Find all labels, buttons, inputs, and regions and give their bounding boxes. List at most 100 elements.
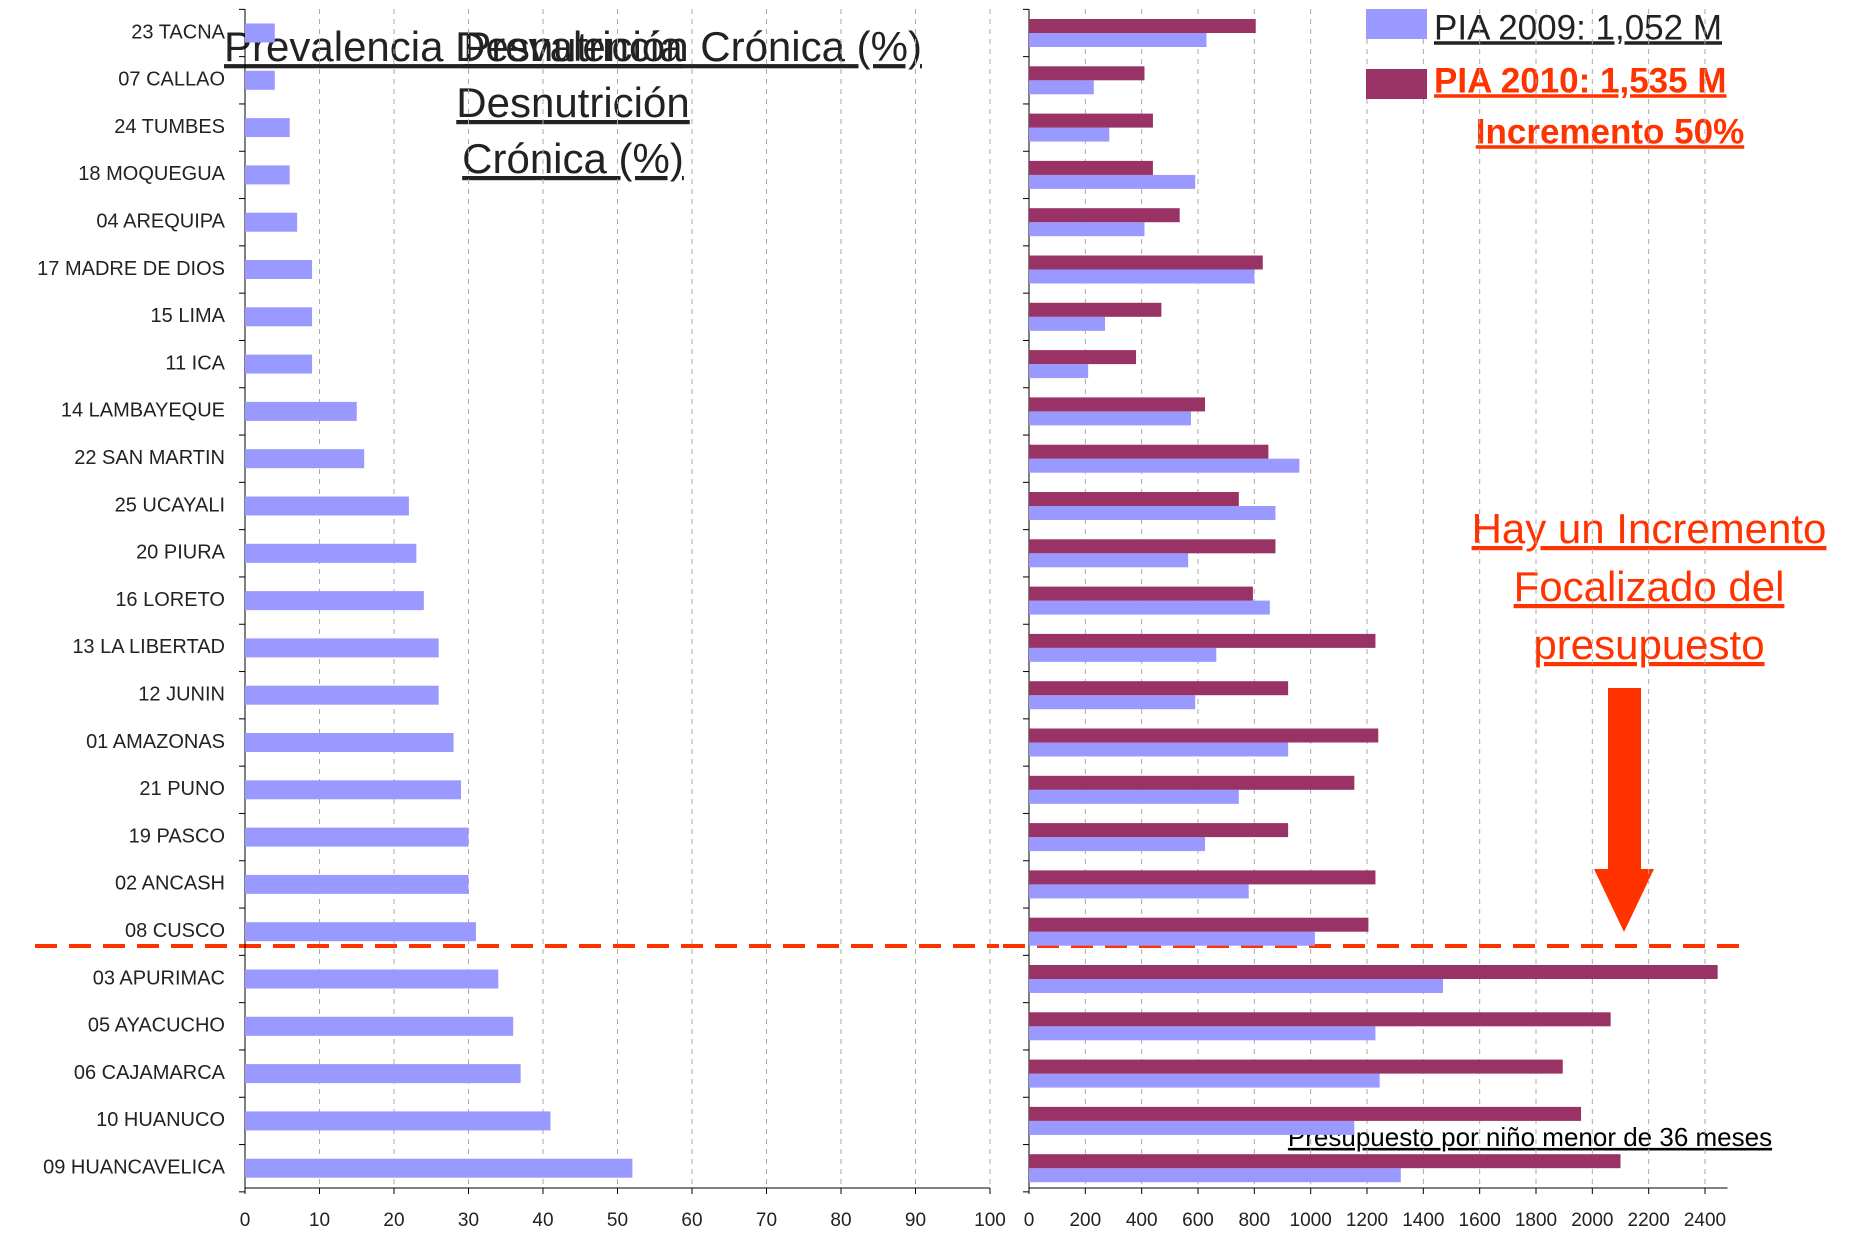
- bar: [1029, 728, 1379, 743]
- bar: [245, 260, 313, 279]
- chart-title: Prevalencia Desnutrición Crónica (%)Prev…: [224, 23, 922, 182]
- bar: [1029, 492, 1239, 506]
- annotation: Presupuesto por niño menor de 36 meses: [1288, 1122, 1772, 1152]
- bar: [245, 354, 313, 374]
- y-tick-label: 07 CALLAO: [118, 69, 225, 91]
- bar: [1029, 160, 1153, 175]
- x-tick-label: 2000: [1571, 1210, 1613, 1231]
- x-tick-label: 600: [1182, 1210, 1214, 1231]
- y-tick-label: 23 TACNA: [131, 21, 225, 43]
- bar: [1029, 837, 1206, 852]
- x-tick-label: 80: [830, 1210, 851, 1231]
- y-tick-label: 15 LIMA: [151, 305, 226, 327]
- bar: [1029, 931, 1315, 946]
- bar: [245, 543, 417, 563]
- bar: [1029, 870, 1376, 885]
- bar: [1029, 1154, 1621, 1169]
- y-tick-label: 25 UCAYALI: [115, 494, 225, 516]
- bar: [1029, 965, 1718, 979]
- bar: [245, 449, 365, 469]
- x-tick-label: 2400: [1684, 1210, 1726, 1231]
- bar: [1029, 633, 1376, 648]
- bar: [1029, 1059, 1563, 1074]
- bar: [1029, 506, 1276, 520]
- y-tick-label: 14 LAMBAYEQUE: [61, 400, 225, 422]
- bar: [1029, 681, 1289, 696]
- y-tick-label: 02 ANCASH: [115, 873, 225, 895]
- bar: [245, 165, 290, 185]
- bar: [245, 118, 290, 138]
- bar: [1029, 742, 1289, 757]
- x-tick-label: 40: [532, 1210, 553, 1231]
- bar: [1029, 444, 1269, 459]
- arrow: [1594, 688, 1654, 932]
- bar: [1029, 411, 1191, 426]
- bar: [1029, 586, 1253, 601]
- y-tick-label: 16 LORETO: [115, 589, 225, 611]
- x-tick-label: 1800: [1515, 1210, 1557, 1231]
- bar: [1029, 33, 1207, 47]
- x-tick-label: 70: [756, 1210, 777, 1231]
- bar: [1029, 66, 1145, 81]
- y-tick-label: 08 CUSCO: [125, 920, 225, 942]
- y-tick-label: 24 TUMBES: [114, 116, 225, 138]
- x-tick-label: 0: [1024, 1210, 1035, 1231]
- bar: [1029, 80, 1094, 95]
- bar: [245, 70, 275, 90]
- bar: [245, 212, 298, 232]
- x-tick-label: 1400: [1402, 1210, 1444, 1231]
- x-tick-label: 400: [1126, 1210, 1158, 1231]
- bar: [1029, 222, 1145, 237]
- y-tick-label: 11 ICA: [165, 352, 225, 374]
- x-tick-label: 2200: [1628, 1210, 1670, 1231]
- y-tick-label: 18 MOQUEGUA: [78, 163, 225, 185]
- annotation: Incremento 50%: [1476, 112, 1744, 151]
- bar: [1029, 364, 1089, 379]
- y-tick-label: 13 LA LIBERTAD: [72, 636, 225, 658]
- x-tick-label: 90: [905, 1210, 926, 1231]
- y-tick-label: 22 SAN MARTIN: [74, 447, 225, 469]
- bar: [1029, 269, 1255, 284]
- y-tick-label: 03 APURIMAC: [93, 967, 225, 989]
- bar: [245, 307, 313, 327]
- x-tick-label: 1000: [1290, 1210, 1332, 1231]
- x-tick-label: 100: [974, 1210, 1006, 1231]
- bar: [1029, 979, 1444, 993]
- bar: [1029, 458, 1300, 473]
- bar: [1029, 775, 1355, 790]
- bar: [245, 1111, 551, 1131]
- y-tick-label: 21 PUNO: [139, 778, 225, 800]
- y-tick-label: 04 AREQUIPA: [96, 210, 225, 232]
- bar: [245, 496, 409, 516]
- y-tick-label: 20 PIURA: [136, 542, 226, 564]
- bar: [245, 874, 469, 894]
- y-tick-label: 01 AMAZONAS: [86, 731, 225, 753]
- bar: [1029, 302, 1162, 317]
- bar: [1029, 1168, 1401, 1183]
- bar: [245, 1158, 633, 1178]
- x-tick-label: 20: [383, 1210, 404, 1231]
- bar: [1029, 823, 1289, 838]
- y-tick-label: 10 HUANUCO: [96, 1109, 225, 1131]
- bar: [245, 1064, 521, 1084]
- x-tick-label: 1200: [1346, 1210, 1388, 1231]
- bar: [1029, 1026, 1376, 1041]
- bar: [1029, 316, 1106, 331]
- bar: [1029, 884, 1249, 899]
- legend-swatch: [1366, 69, 1427, 99]
- bar: [1029, 600, 1270, 615]
- bar: [1029, 1106, 1582, 1121]
- bar: [1029, 255, 1263, 270]
- bar: [245, 922, 476, 942]
- bar: [245, 827, 469, 847]
- bar: [1029, 127, 1110, 142]
- bar: [245, 969, 499, 989]
- bar: [245, 780, 462, 800]
- bar: [1029, 19, 1256, 33]
- bar: [1029, 1012, 1611, 1027]
- x-tick-label: 60: [681, 1210, 702, 1231]
- x-tick-label: 800: [1238, 1210, 1270, 1231]
- bar: [1029, 695, 1196, 710]
- x-tick-label: 1600: [1459, 1210, 1501, 1231]
